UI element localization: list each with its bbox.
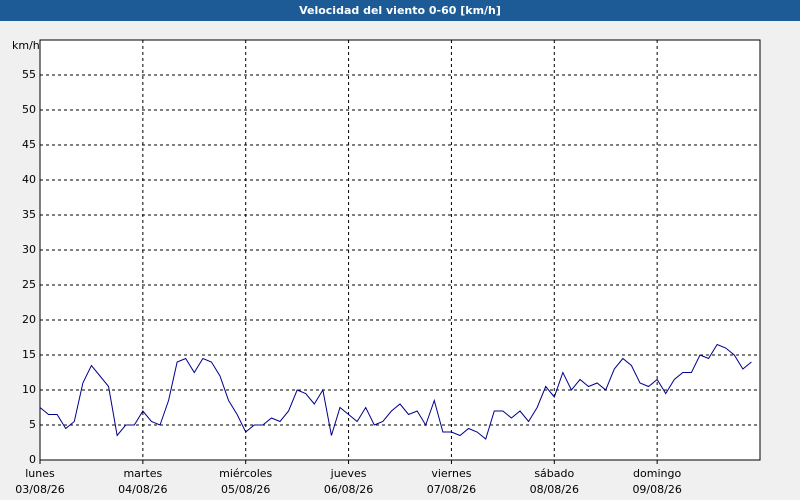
x-tick-label: 09/08/26: [632, 483, 681, 496]
x-tick-label: viernes: [431, 467, 471, 480]
y-tick-label: 40: [22, 173, 36, 186]
x-tick-label: lunes: [25, 467, 55, 480]
y-axis-label: km/h: [12, 39, 40, 52]
x-tick-label: 04/08/26: [118, 483, 167, 496]
y-tick-label: 20: [22, 313, 36, 326]
x-tick-label: 05/08/26: [221, 483, 270, 496]
y-tick-label: 10: [22, 383, 36, 396]
y-tick-label: 25: [22, 278, 36, 291]
x-tick-label: jueves: [330, 467, 367, 480]
x-tick-label: domingo: [633, 467, 681, 480]
y-tick-label: 5: [29, 418, 36, 431]
y-tick-label: 0: [29, 453, 36, 466]
x-tick-label: sábado: [534, 467, 574, 480]
y-tick-label: 15: [22, 348, 36, 361]
x-tick-label: miércoles: [219, 467, 272, 480]
title-bar: [0, 0, 800, 21]
chart-title: Velocidad del viento 0-60 [km/h]: [299, 4, 501, 17]
y-tick-label: 50: [22, 103, 36, 116]
x-tick-label: 08/08/26: [530, 483, 579, 496]
x-tick-label: 07/08/26: [427, 483, 476, 496]
y-tick-label: 35: [22, 208, 36, 221]
y-tick-label: 55: [22, 68, 36, 81]
y-tick-label: 30: [22, 243, 36, 256]
x-tick-label: martes: [123, 467, 162, 480]
data-line: [39, 343, 752, 440]
x-tick-label: 06/08/26: [324, 483, 373, 496]
x-tick-label: 03/08/26: [15, 483, 64, 496]
y-tick-label: 45: [22, 138, 36, 151]
